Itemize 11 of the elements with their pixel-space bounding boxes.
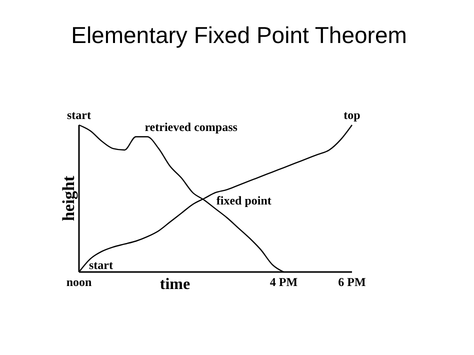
annotation: top: [344, 108, 361, 122]
x-tick-label: 4 PM: [270, 275, 298, 289]
annotation: start: [89, 258, 113, 272]
annotation: start: [67, 108, 91, 122]
chart-title: Elementary Fixed Point Theorem: [71, 22, 407, 48]
y-axis-title: height: [59, 175, 78, 222]
annotation: fixed point: [216, 194, 272, 208]
x-tick-label: 6 PM: [338, 275, 366, 289]
x-axis-title: time: [160, 276, 190, 293]
annotation: retrieved compass: [144, 120, 238, 134]
x-tick-label: noon: [66, 275, 92, 289]
